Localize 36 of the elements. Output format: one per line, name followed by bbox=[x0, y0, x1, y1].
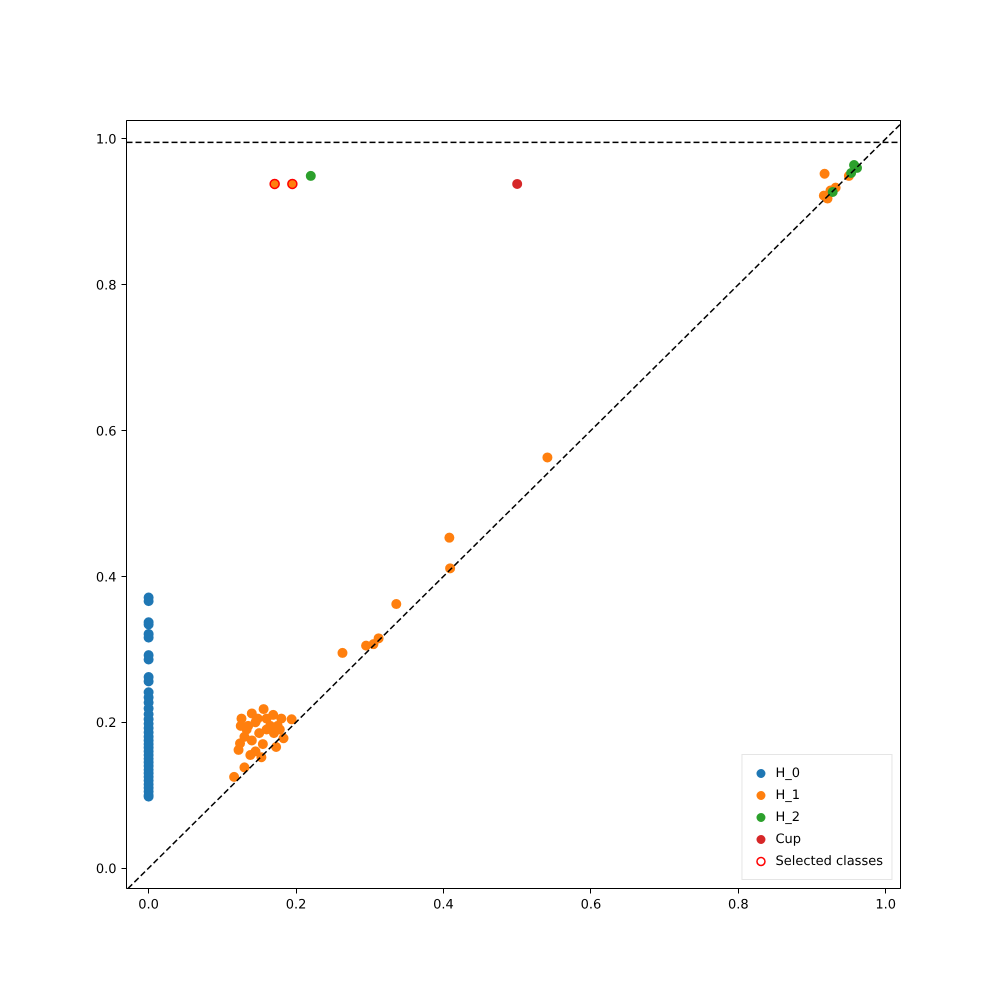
legend-label: H_0 bbox=[775, 766, 800, 780]
point bbox=[337, 648, 348, 658]
x-tick-label: 0.8 bbox=[728, 898, 749, 912]
legend-label: H_1 bbox=[775, 788, 800, 802]
point bbox=[820, 168, 830, 179]
point bbox=[276, 714, 286, 724]
point bbox=[236, 720, 246, 731]
x-tick-label: 0.2 bbox=[286, 898, 306, 912]
point bbox=[229, 772, 240, 782]
point bbox=[245, 750, 256, 760]
point bbox=[286, 714, 297, 724]
x-tick-label: 0.0 bbox=[138, 898, 159, 912]
point bbox=[444, 532, 454, 543]
point bbox=[258, 704, 269, 714]
point bbox=[542, 452, 552, 462]
point bbox=[258, 739, 268, 750]
y-tick-label: 0.4 bbox=[96, 570, 117, 586]
point bbox=[512, 178, 522, 189]
y-tick-label: 0.8 bbox=[96, 278, 117, 294]
x-tick-label: 0.4 bbox=[433, 898, 454, 912]
point bbox=[252, 714, 263, 724]
legend-label: Cup bbox=[775, 832, 802, 846]
point bbox=[271, 742, 282, 752]
point bbox=[246, 735, 257, 746]
y-tick-label: 0.6 bbox=[96, 424, 117, 440]
point bbox=[239, 762, 250, 772]
x-tick-label: 0.6 bbox=[580, 898, 602, 912]
y-tick-label: 1.0 bbox=[96, 132, 117, 148]
point bbox=[306, 170, 316, 181]
x-tick-label: 1.0 bbox=[875, 898, 896, 912]
legend-label: Selected classes bbox=[775, 854, 883, 868]
y-tick-label: 0.0 bbox=[96, 862, 117, 878]
point bbox=[391, 599, 402, 610]
legend-label: H_2 bbox=[775, 810, 800, 824]
y-tick-label: 0.2 bbox=[96, 716, 117, 732]
point bbox=[254, 728, 264, 738]
